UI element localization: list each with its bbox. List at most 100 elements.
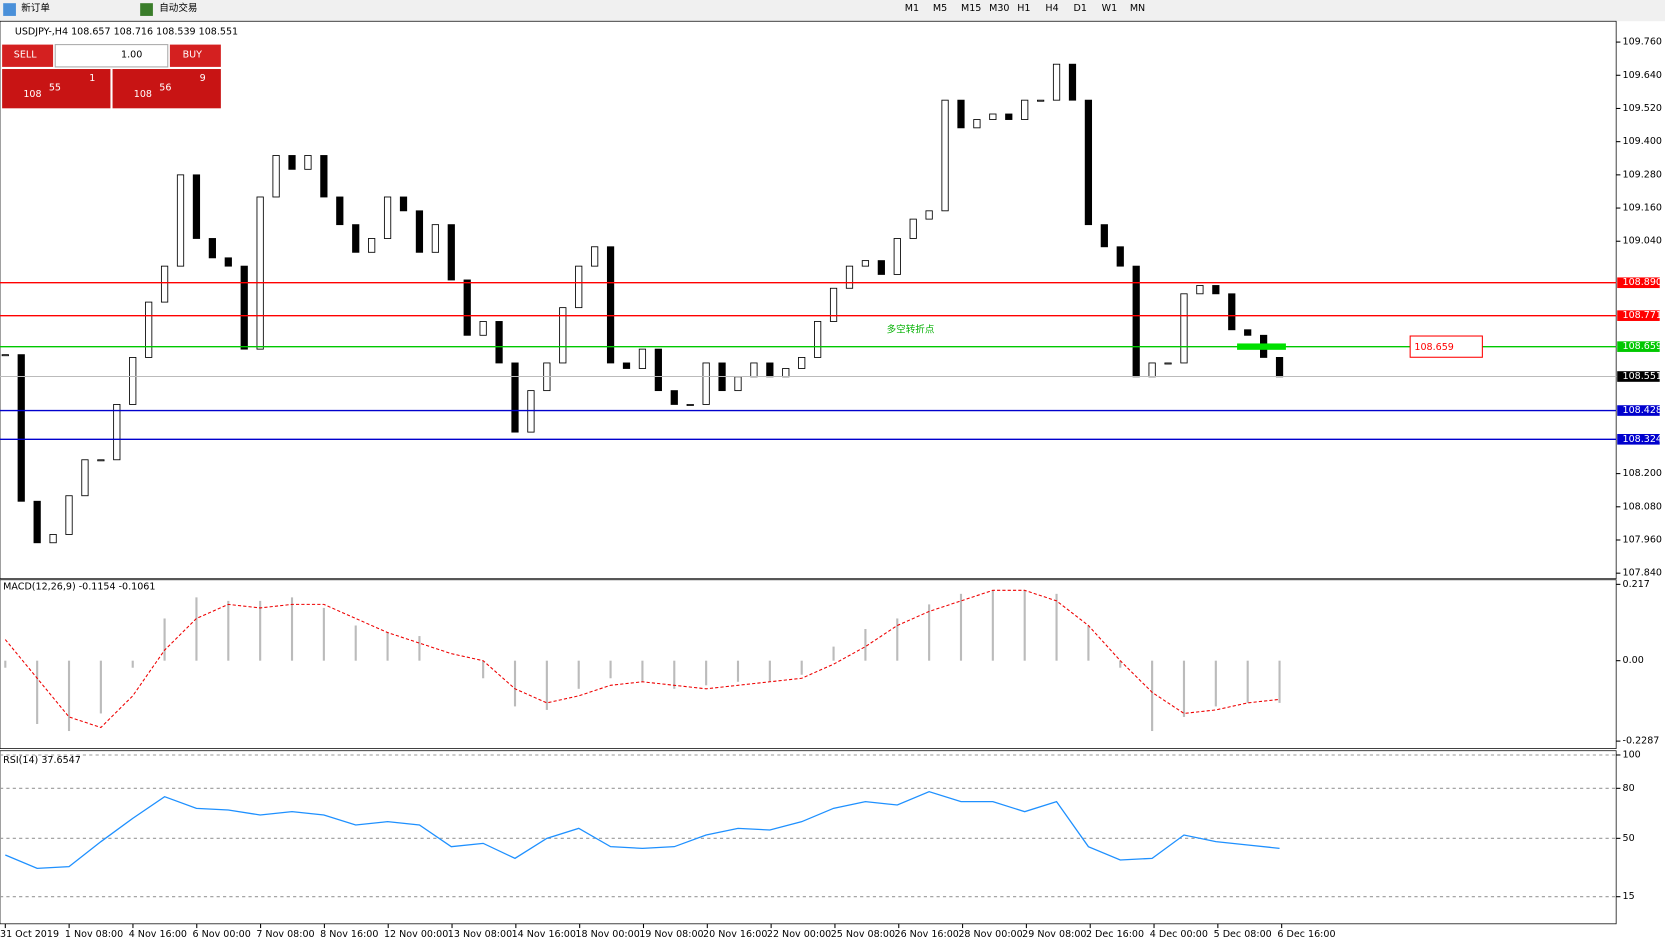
- level-label: 108.428: [1623, 405, 1662, 416]
- time-label: 7 Nov 08:00: [256, 929, 314, 940]
- auto-trading[interactable]: 自动交易: [159, 2, 197, 14]
- candle: [511, 362, 519, 433]
- time-label: 26 Nov 16:00: [895, 929, 959, 940]
- level-label: 108.771: [1623, 310, 1662, 321]
- level-tag: [1617, 341, 1660, 352]
- level-label: 108.659: [1623, 341, 1662, 352]
- candle: [383, 196, 392, 239]
- timeframe[interactable]: H1: [1017, 3, 1030, 14]
- candle: [575, 265, 583, 309]
- ask-box[interactable]: [112, 69, 221, 109]
- macd-bar: [99, 660, 102, 714]
- timeframe[interactable]: MN: [1130, 3, 1145, 14]
- candle: [415, 210, 424, 253]
- bid-pips: 55: [49, 83, 61, 94]
- candle: [925, 210, 933, 220]
- candle: [1244, 329, 1252, 336]
- main-panel: [0, 20, 1617, 580]
- time-label: 25 Nov 08:00: [831, 929, 895, 940]
- level-tag: [1617, 433, 1660, 445]
- y-tick-label: 15: [1623, 891, 1635, 902]
- rsi-title: RSI(14) 37.6547: [3, 755, 81, 766]
- timeframe[interactable]: M15: [961, 3, 981, 14]
- candle: [160, 265, 169, 303]
- candle: [304, 155, 312, 170]
- candle: [368, 238, 376, 253]
- candle: [606, 246, 615, 364]
- timeframe[interactable]: M5: [933, 3, 947, 14]
- y-tick-label: 109.160: [1623, 203, 1662, 214]
- candle: [702, 362, 710, 405]
- bid-box[interactable]: [2, 69, 111, 109]
- timeframe[interactable]: M1: [905, 3, 919, 14]
- time-label: 18 Nov 00:00: [575, 929, 639, 940]
- candle: [336, 196, 344, 226]
- candle: [176, 174, 185, 267]
- candle: [622, 362, 631, 369]
- candle: [814, 321, 822, 358]
- candle: [320, 155, 328, 198]
- y-tick-label: 0.217: [1623, 579, 1650, 590]
- macd-bar: [768, 660, 771, 682]
- buy-label: BUY: [183, 50, 203, 61]
- candle: [463, 279, 471, 336]
- macd-bar: [36, 660, 39, 724]
- macd-bar: [959, 593, 963, 661]
- timeframe[interactable]: H4: [1045, 3, 1058, 14]
- candle: [750, 362, 758, 378]
- timeframe[interactable]: M30: [989, 3, 1009, 14]
- y-tick-label: 0.00: [1623, 655, 1644, 666]
- toolbar: [0, 0, 1665, 22]
- macd-bar: [354, 625, 357, 661]
- candle: [654, 348, 662, 392]
- sell-button[interactable]: [2, 44, 54, 67]
- time-label: 2 Dec 16:00: [1086, 929, 1144, 940]
- candle: [1021, 99, 1029, 120]
- timeframe[interactable]: D1: [1074, 3, 1087, 14]
- timeframe[interactable]: W1: [1102, 3, 1118, 14]
- candle: [288, 155, 296, 170]
- volume-field[interactable]: [54, 44, 169, 68]
- time-label: 4 Dec 00:00: [1150, 929, 1208, 940]
- level-tag: [1617, 310, 1660, 321]
- macd-bar: [577, 660, 580, 689]
- candle: [129, 357, 137, 405]
- candle: [686, 404, 694, 406]
- level-tag: [1617, 405, 1660, 416]
- buy-button[interactable]: [169, 44, 221, 67]
- macd-bar: [864, 629, 867, 661]
- candle: [829, 287, 838, 322]
- y-tick-label: 108.080: [1623, 501, 1662, 512]
- rsi-panel: [0, 750, 1617, 925]
- pivot-marker: [1237, 343, 1286, 350]
- new-order[interactable]: 新订单: [21, 2, 50, 14]
- macd-bar: [1087, 625, 1090, 661]
- pivot-label: 108.659: [1414, 342, 1453, 353]
- time-label: 6 Dec 16:00: [1277, 929, 1335, 940]
- macd-bar: [673, 660, 676, 689]
- candle: [49, 534, 57, 544]
- y-tick-label: -0.2287: [1623, 736, 1660, 747]
- candle: [1068, 63, 1077, 101]
- candle: [145, 301, 153, 358]
- level-tag: [1617, 277, 1660, 289]
- volume: 1.00: [121, 50, 142, 61]
- current-price-label: 108.551: [1623, 371, 1662, 382]
- candle: [479, 321, 487, 336]
- candle: [352, 224, 360, 253]
- macd-bar: [4, 660, 7, 668]
- candle: [973, 119, 981, 129]
- ask-pips: 56: [159, 83, 171, 94]
- time-label: 12 Nov 00:00: [384, 929, 448, 940]
- rsi-line: [5, 790, 1280, 869]
- candle: [893, 238, 901, 275]
- macd-bar: [609, 660, 612, 679]
- candle: [877, 260, 885, 275]
- macd-bar: [1214, 660, 1217, 707]
- candle: [766, 362, 774, 378]
- candle: [256, 196, 264, 350]
- macd-bar: [67, 660, 71, 732]
- time-label: 4 Nov 16:00: [129, 929, 187, 940]
- macd-bar: [800, 660, 803, 675]
- plots: 109.760 109.640 109.520 109.400 109.280 109.1…: [0, 37, 1662, 940]
